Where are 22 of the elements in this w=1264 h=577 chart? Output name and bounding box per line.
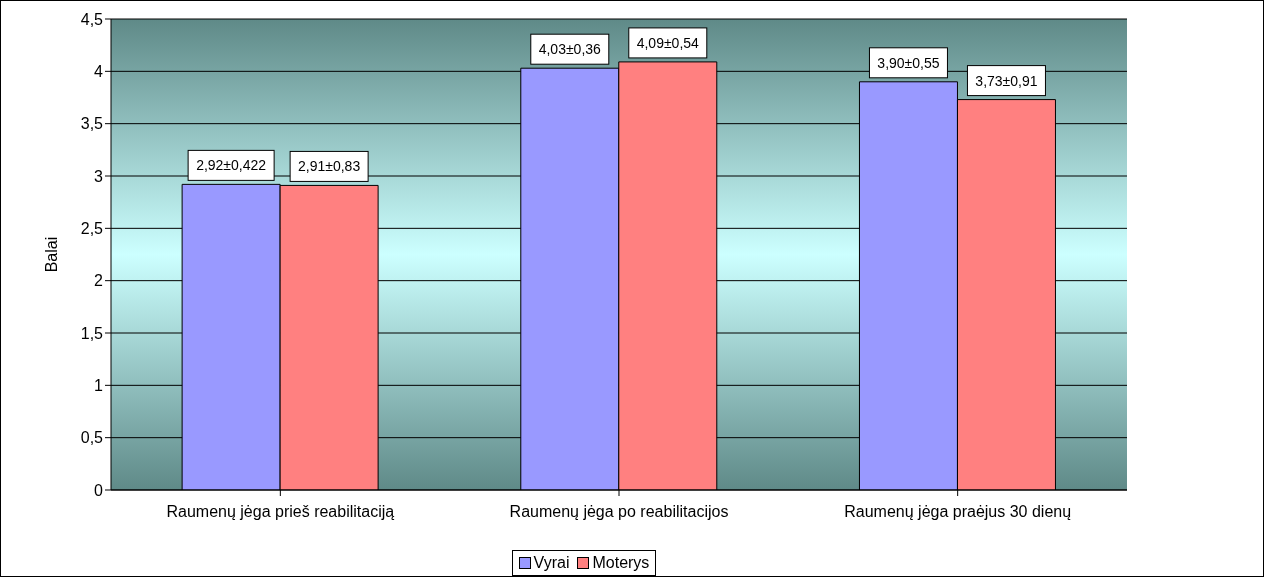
- y-tick-label: 3: [94, 167, 104, 185]
- y-tick-label: 2,5: [80, 220, 104, 238]
- y-tick-label: 0: [94, 481, 104, 499]
- y-tick-label: 1,5: [80, 324, 104, 342]
- y-tick-label: 0,5: [80, 429, 104, 447]
- x-tick-label: Raumenų jėga prieš reabilitaciją: [166, 503, 395, 521]
- data-label: 4,09±0,54: [636, 34, 700, 51]
- y-tick-label: 4: [94, 63, 104, 81]
- y-tick-label: 3,5: [80, 115, 104, 133]
- y-axis-title: Balai: [42, 236, 60, 273]
- x-tick-label: Raumenų jėga po reabilitacijos: [509, 503, 729, 521]
- x-tick-label: Raumenų jėga praėjus 30 dienų: [844, 503, 1072, 521]
- data-label: 3,90±0,55: [877, 54, 940, 71]
- y-tick-label: 2: [94, 272, 104, 290]
- y-tick-label: 1: [94, 377, 104, 395]
- data-label: 4,03±0,36: [538, 41, 602, 58]
- data-label: 2,91±0,83: [298, 158, 361, 175]
- y-tick-label: 4,5: [80, 10, 104, 28]
- data-label: 3,73±0,91: [975, 72, 1038, 89]
- legend-label: Vyrai: [532, 554, 570, 572]
- data-label: 2,92±0,422: [196, 157, 267, 174]
- legend-label: Moterys: [591, 554, 650, 572]
